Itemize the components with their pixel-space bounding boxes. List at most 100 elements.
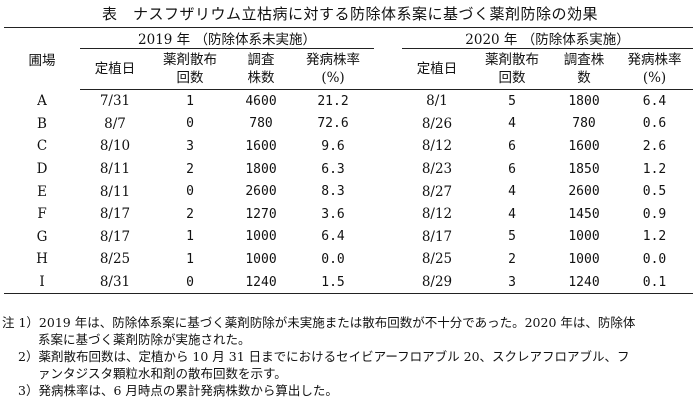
header-planting-date-2019: 定植日 xyxy=(80,48,150,90)
table-notes: 注 1）2019 年は、防除体系案に基づく薬剤防除が未実施または散布回数が不十分… xyxy=(2,314,692,399)
cell-surveyed-2019: 2600 xyxy=(245,184,277,200)
cell-surveyed-2020: 780 xyxy=(572,116,596,132)
cell-applications-2020: 5 xyxy=(508,93,516,109)
note-1-line-2: 系案に基づく薬剤防除が実施された。 xyxy=(38,332,251,347)
cell-incidence-2019: 6.3 xyxy=(321,161,345,177)
cell-incidence-2020: 0.5 xyxy=(642,184,667,200)
cell-planting-date-2020: 8/12 xyxy=(421,138,453,155)
cell-planting-date-2020: 8/17 xyxy=(421,228,453,245)
table-row: H 8/25 1 1000 0.0 8/25 2 1000 0.0 xyxy=(4,248,693,271)
cell-applications-2019: 1 xyxy=(186,93,194,109)
cell-applications-2020: 4 xyxy=(508,184,516,200)
cell-applications-2020: 4 xyxy=(508,116,516,132)
cell-planting-date-2020: 8/12 xyxy=(421,206,453,223)
table-row: B 8/7 0 780 72.6 8/26 4 780 0.6 xyxy=(4,113,693,136)
cell-surveyed-2019: 780 xyxy=(249,116,273,132)
cell-incidence-2020: 0.9 xyxy=(642,206,667,222)
cell-applications-2020: 6 xyxy=(508,161,516,177)
cell-surveyed-2020: 2600 xyxy=(568,184,600,200)
cell-planting-date-2019: 8/17 xyxy=(99,206,131,223)
table-row: D 8/11 2 1800 6.3 8/23 6 1850 1.2 xyxy=(4,158,693,181)
cell-planting-date-2020: 8/26 xyxy=(421,115,453,132)
cell-incidence-2019: 8.3 xyxy=(321,184,345,200)
cell-field: G xyxy=(36,228,48,245)
cell-applications-2020: 2 xyxy=(508,251,516,267)
cell-surveyed-2019: 1270 xyxy=(245,206,277,222)
cell-applications-2020: 3 xyxy=(472,270,552,295)
table-title: 表 ナスフザリウム立枯病に対する防除体系案に基づく薬剤防除の効果 xyxy=(101,5,598,23)
header-surveyed-2020: 調査株数 xyxy=(552,48,616,90)
table-row: A 7/31 1 4600 21.2 8/1 5 1800 6.4 xyxy=(4,90,693,113)
cell-incidence-2020: 0.1 xyxy=(616,270,693,295)
cell-surveyed-2019: 1000 xyxy=(245,229,277,245)
cell-planting-date-2020: 8/1 xyxy=(426,93,448,110)
table-row: F 8/17 2 1270 3.6 8/12 4 1450 0.9 xyxy=(4,203,693,226)
cell-planting-date-2020: 8/27 xyxy=(421,183,453,200)
cell-field: D xyxy=(36,161,48,178)
cell-surveyed-2019: 1240 xyxy=(230,270,292,295)
cell-incidence-2019: 72.6 xyxy=(317,116,349,132)
cell-surveyed-2019: 1800 xyxy=(245,161,277,177)
note-1-line-1: 注 1）2019 年は、防除体系案に基づく薬剤防除が未実施または散布回数が不十分… xyxy=(2,315,636,330)
cell-applications-2019: 0 xyxy=(186,116,194,132)
cell-planting-date-2019: 8/11 xyxy=(99,161,131,178)
cell-planting-date-2019: 8/25 xyxy=(99,251,131,268)
cell-incidence-2019: 0.0 xyxy=(321,251,345,267)
note-3-line-1: 3）発病株率は、6 月時点の累計発病株数から算出した。 xyxy=(18,383,338,398)
cell-incidence-2019: 1.5 xyxy=(292,270,374,295)
cell-applications-2019: 2 xyxy=(186,161,194,177)
cell-incidence-2020: 2.6 xyxy=(642,138,667,154)
cell-surveyed-2019: 1000 xyxy=(245,251,277,267)
cell-incidence-2019: 9.6 xyxy=(321,138,345,154)
cell-planting-date-2019: 8/17 xyxy=(99,228,131,245)
cell-incidence-2019: 21.2 xyxy=(317,93,349,109)
table-row: I 8/31 0 1240 1.5 8/29 3 1240 0.1 xyxy=(4,270,693,295)
cell-incidence-2019: 3.6 xyxy=(321,206,345,222)
cell-incidence-2019: 6.4 xyxy=(321,229,345,245)
cell-field: E xyxy=(37,183,47,200)
cell-surveyed-2019: 1600 xyxy=(245,138,277,154)
cell-applications-2019: 0 xyxy=(186,184,194,200)
header-incidence-2019: 発病株率 (%) xyxy=(292,48,374,90)
header-2019-group: 2019 年 （防除体系未実施） xyxy=(80,28,374,49)
cell-surveyed-2020: 1800 xyxy=(568,93,600,109)
cell-incidence-2020: 1.2 xyxy=(642,229,667,245)
cell-planting-date-2019: 8/10 xyxy=(99,138,131,155)
cell-planting-date-2019: 8/7 xyxy=(104,115,126,132)
cell-applications-2019: 1 xyxy=(186,251,194,267)
cell-field: B xyxy=(37,115,47,132)
cell-applications-2019: 1 xyxy=(186,229,194,245)
cell-applications-2019: 0 xyxy=(150,270,230,295)
cell-incidence-2020: 6.4 xyxy=(642,93,667,109)
cell-incidence-2020: 1.2 xyxy=(642,161,667,177)
cell-applications-2020: 5 xyxy=(508,229,516,245)
header-applications-2019: 薬剤散布 回数 xyxy=(150,48,230,90)
note-2-line-1: 2）薬剤散布回数は、定植から 10 月 31 日までにおけるセイビアーフロアブル… xyxy=(18,349,630,364)
cell-field: H xyxy=(36,251,48,268)
results-table: 圃場 2019 年 （防除体系未実施） 2020 年 （防除体系実施） 定植日 … xyxy=(4,27,693,295)
cell-planting-date-2019: 7/31 xyxy=(99,93,131,110)
cell-field: F xyxy=(37,206,47,223)
table-row: E 8/11 0 2600 8.3 8/27 4 2600 0.5 xyxy=(4,180,693,203)
cell-surveyed-2020: 1450 xyxy=(568,206,600,222)
header-2020-group: 2020 年 （防除体系実施） xyxy=(402,28,693,49)
cell-applications-2020: 6 xyxy=(508,138,516,154)
cell-planting-date-2020: 8/25 xyxy=(421,251,453,268)
cell-surveyed-2020: 1850 xyxy=(568,161,600,177)
header-field: 圃場 xyxy=(28,52,56,69)
cell-applications-2019: 3 xyxy=(186,138,194,154)
cell-surveyed-2020: 1000 xyxy=(568,251,600,267)
cell-planting-date-2019: 8/31 xyxy=(80,270,150,295)
cell-surveyed-2020: 1000 xyxy=(568,229,600,245)
header-surveyed-2019: 調査 株数 xyxy=(230,48,292,90)
cell-incidence-2020: 0.0 xyxy=(642,251,667,267)
table-row: G 8/17 1 1000 6.4 8/17 5 1000 1.2 xyxy=(4,226,693,249)
cell-surveyed-2019: 4600 xyxy=(245,93,277,109)
cell-field: I xyxy=(4,270,80,295)
cell-applications-2019: 2 xyxy=(186,206,194,222)
cell-field: C xyxy=(36,138,48,155)
cell-planting-date-2020: 8/23 xyxy=(421,161,453,178)
header-planting-date-2020: 定植日 xyxy=(402,48,472,90)
header-incidence-2020: 発病株率 (%) xyxy=(616,48,693,90)
cell-planting-date-2019: 8/11 xyxy=(99,183,131,200)
